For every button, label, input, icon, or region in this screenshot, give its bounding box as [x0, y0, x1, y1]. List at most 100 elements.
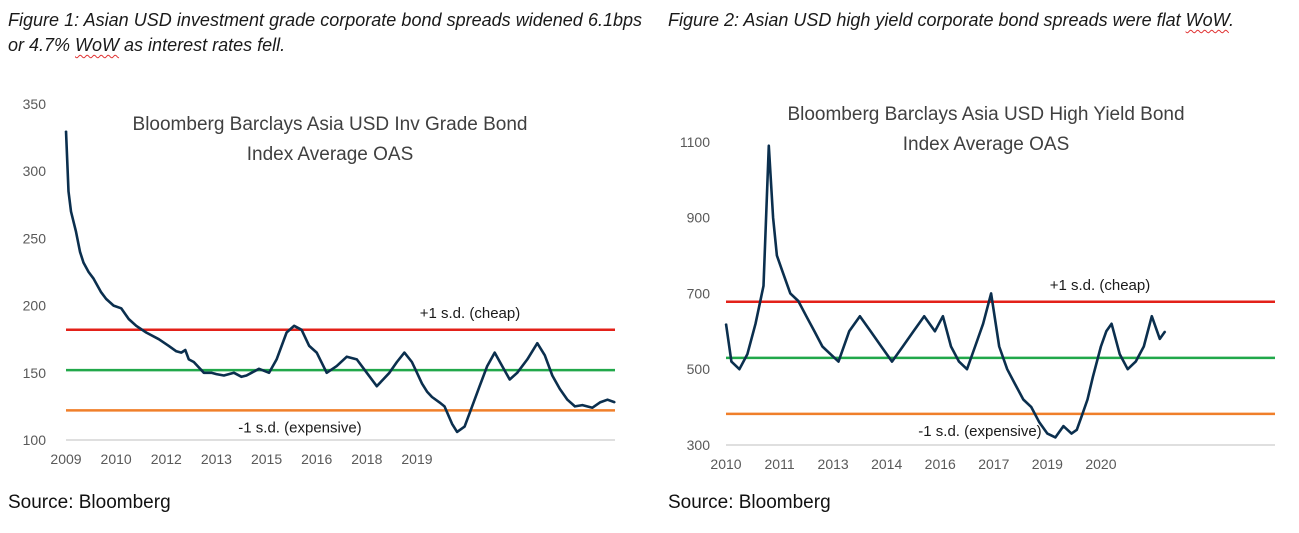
- spread-point: [87, 271, 90, 273]
- y-tick-label: 250: [23, 230, 47, 246]
- spread-point: [210, 372, 212, 374]
- y-tick-label: 300: [23, 163, 47, 179]
- spread-point: [193, 361, 195, 363]
- spread-point: [574, 405, 576, 407]
- spread-point: [1092, 376, 1094, 378]
- spread-point: [509, 378, 511, 381]
- figure-1-caption-tail: as interest rates fell.: [119, 35, 286, 55]
- spread-point: [120, 307, 122, 309]
- spread-point: [70, 210, 72, 213]
- spread-point: [516, 372, 518, 374]
- spread-point: [336, 365, 338, 367]
- y-tick-label: 900: [687, 210, 711, 226]
- spread-point: [821, 345, 824, 348]
- spread-point: [479, 385, 481, 387]
- spread-point: [1105, 330, 1107, 332]
- spread-point: [301, 329, 303, 331]
- spread-point: [421, 382, 423, 385]
- spread-point: [1022, 398, 1024, 401]
- spread-point: [396, 361, 398, 363]
- spread-point: [258, 368, 260, 370]
- x-tick-label: 2010: [710, 456, 741, 472]
- figure-1-caption-text: Figure 1: Asian USD investment grade cor…: [8, 10, 642, 55]
- spread-point: [998, 345, 1000, 348]
- spread-point: [880, 345, 882, 348]
- spread-point: [1081, 414, 1083, 416]
- spread-point: [781, 270, 783, 272]
- spread-point: [326, 372, 328, 374]
- spread-point: [105, 298, 107, 300]
- spread-point: [730, 361, 732, 363]
- spread-point: [376, 385, 378, 387]
- x-tick-label: 2015: [251, 451, 282, 467]
- y-tick-label: 100: [23, 432, 47, 448]
- spread-point: [286, 331, 288, 334]
- spread-point: [762, 285, 765, 287]
- spread-point: [308, 345, 310, 347]
- y-tick-label: 700: [687, 285, 711, 301]
- spread-point: [100, 291, 102, 293]
- spread-point: [536, 342, 538, 344]
- spread-point: [456, 431, 458, 433]
- chart-title-line: Bloomberg Barclays Asia USD High Yield B…: [787, 104, 1184, 125]
- spread-point: [203, 372, 205, 374]
- spread-point: [902, 345, 904, 348]
- spread-point: [463, 425, 466, 428]
- spread-point: [990, 292, 992, 295]
- spread-point: [1076, 429, 1078, 431]
- spread-point: [738, 368, 740, 370]
- spread-point: [1119, 353, 1121, 355]
- y-tick-label: 300: [687, 437, 711, 453]
- spread-point: [1143, 345, 1145, 348]
- spread-point: [599, 401, 601, 403]
- spread-point: [438, 401, 441, 403]
- ig-spread-chart: 100 150 200 250 300 350 2009 2010 2012 2013 2015 20…: [23, 96, 616, 467]
- y-tick-label: 350: [23, 96, 47, 112]
- spread-point: [145, 331, 147, 334]
- minus-1sd-label: -1 s.d. (expensive): [238, 419, 361, 436]
- x-tick-label: 2014: [871, 456, 902, 472]
- spread-point: [184, 349, 186, 351]
- y-tick-label: 200: [23, 298, 47, 314]
- spread-point: [1111, 323, 1113, 325]
- spread-point: [411, 361, 413, 363]
- x-tick-label: 2016: [925, 456, 956, 472]
- spread-point: [982, 323, 984, 325]
- x-tick-label: 2009: [50, 451, 81, 467]
- figure-1-caption: Figure 1: Asian USD investment grade cor…: [8, 8, 642, 58]
- spread-point: [168, 345, 170, 347]
- spread-point: [746, 353, 749, 355]
- spread-point: [837, 361, 840, 363]
- spread-point: [974, 345, 976, 348]
- spread-point: [293, 325, 295, 327]
- chart-title-line: Index Average OAS: [903, 134, 1070, 155]
- spread-point: [789, 292, 791, 295]
- figure-2-caption: Figure 2: Asian USD high yield corporate…: [668, 8, 1290, 33]
- x-tick-label: 2012: [151, 451, 182, 467]
- spread-point: [1159, 338, 1161, 340]
- figure-2-caption-tail: .: [1228, 10, 1234, 30]
- chart-title-line: Bloomberg Barclays Asia USD Inv Grade Bo…: [133, 114, 528, 135]
- spread-point: [275, 358, 278, 360]
- minus-1sd-label: -1 s.d. (expensive): [918, 423, 1041, 440]
- hy-spread-chart: 300 500 700 900 1100 2010 2011 2013 2014 2016 2017…: [680, 104, 1275, 472]
- x-tick-label: 2019: [401, 451, 432, 467]
- spread-point: [92, 278, 95, 280]
- x-tick-label: 2018: [351, 451, 382, 467]
- spread-point: [768, 145, 770, 147]
- spread-point: [388, 372, 390, 374]
- spread-point: [566, 399, 568, 401]
- spread-point: [606, 399, 609, 401]
- spread-point: [451, 423, 453, 425]
- spread-point: [180, 352, 182, 354]
- spread-point: [135, 325, 137, 327]
- spread-point: [240, 376, 243, 378]
- spread-point: [942, 315, 944, 317]
- plus-1sd-label: +1 s.d. (cheap): [420, 305, 520, 322]
- figure-2-caption-text: Figure 2: Asian USD high yield corporate…: [668, 10, 1186, 30]
- spread-point: [1006, 368, 1008, 370]
- spread-point: [65, 130, 67, 132]
- spread-point: [366, 372, 368, 374]
- y-tick-label: 150: [23, 365, 47, 381]
- spread-point: [316, 352, 318, 354]
